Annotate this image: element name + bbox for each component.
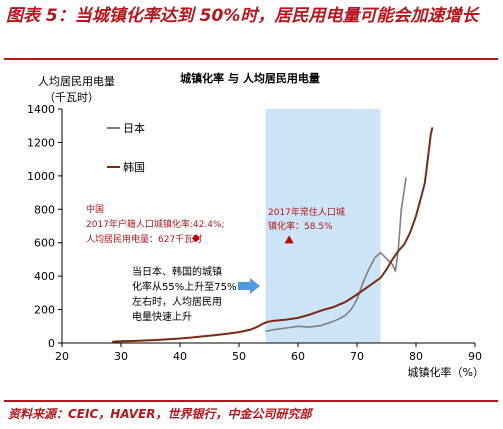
x-tick-label: 40 <box>173 350 187 363</box>
x-tick-label: 70 <box>350 350 364 363</box>
china-resident-marker <box>284 235 294 244</box>
x-axis-label: 城镇化率（%） <box>408 365 484 379</box>
y-tick-label: 1000 <box>27 170 55 183</box>
y-tick-label: 0 <box>48 337 55 350</box>
top-rule <box>4 58 498 60</box>
series-line-korea <box>112 127 434 343</box>
china-annotation-text: 2017年户籍人口城镇化率:42.4%; <box>86 218 225 230</box>
y-axis-label: 人均居民用电量 <box>38 75 115 88</box>
china-annotation-text: 人均居民用电量：627千瓦时 <box>86 233 202 245</box>
chart-title: 城镇化率 与 人均居民用电量 <box>180 71 320 85</box>
x-tick-label: 30 <box>114 350 128 363</box>
source-note: 资料来源：CEIC，HAVER，世界银行，中金公司研究部 <box>8 407 312 421</box>
china-hukou-marker <box>191 234 200 243</box>
china-resident-annotation-text: 镇化率：58.5% <box>268 220 333 232</box>
y-tick-label: 1400 <box>27 103 55 116</box>
china-annotation-text: 中国 <box>86 203 104 215</box>
highlight-band <box>265 109 381 343</box>
y-tick-label: 800 <box>34 203 55 216</box>
legend-label: 日本 <box>123 121 145 135</box>
y-axis-unit: （千瓦时） <box>44 91 99 104</box>
note-text: 当日本、韩国的城镇 <box>132 265 222 278</box>
bottom-rule <box>4 400 498 402</box>
x-tick-label: 60 <box>291 350 305 363</box>
note-text: 左右时，人均居民用 <box>132 295 222 308</box>
china-resident-annotation-text: 2017年常住人口城 <box>268 206 345 218</box>
x-tick-label: 50 <box>232 350 246 363</box>
x-tick-label: 80 <box>409 350 423 363</box>
y-tick-label: 400 <box>34 270 55 283</box>
x-tick-label: 90 <box>468 350 482 363</box>
legend-label: 韩国 <box>123 160 145 174</box>
figure-title: 图表 5：当城镇化率达到 50%时，居民用电量可能会加速增长 <box>6 6 479 26</box>
chart: 0 200 400 600 800 1000 1200 1400 20 30 40 50 60 70 80 9… <box>27 71 484 379</box>
y-tick-label: 1200 <box>27 136 55 149</box>
y-tick-label: 600 <box>34 237 55 250</box>
note-text: 化率从55%上升至75% <box>132 280 236 293</box>
series-line-japan <box>265 177 407 333</box>
note-arrow-icon <box>238 278 260 294</box>
y-tick-label: 200 <box>34 304 55 317</box>
note-text: 电量快速上升 <box>132 310 192 323</box>
x-tick-label: 20 <box>55 350 69 363</box>
